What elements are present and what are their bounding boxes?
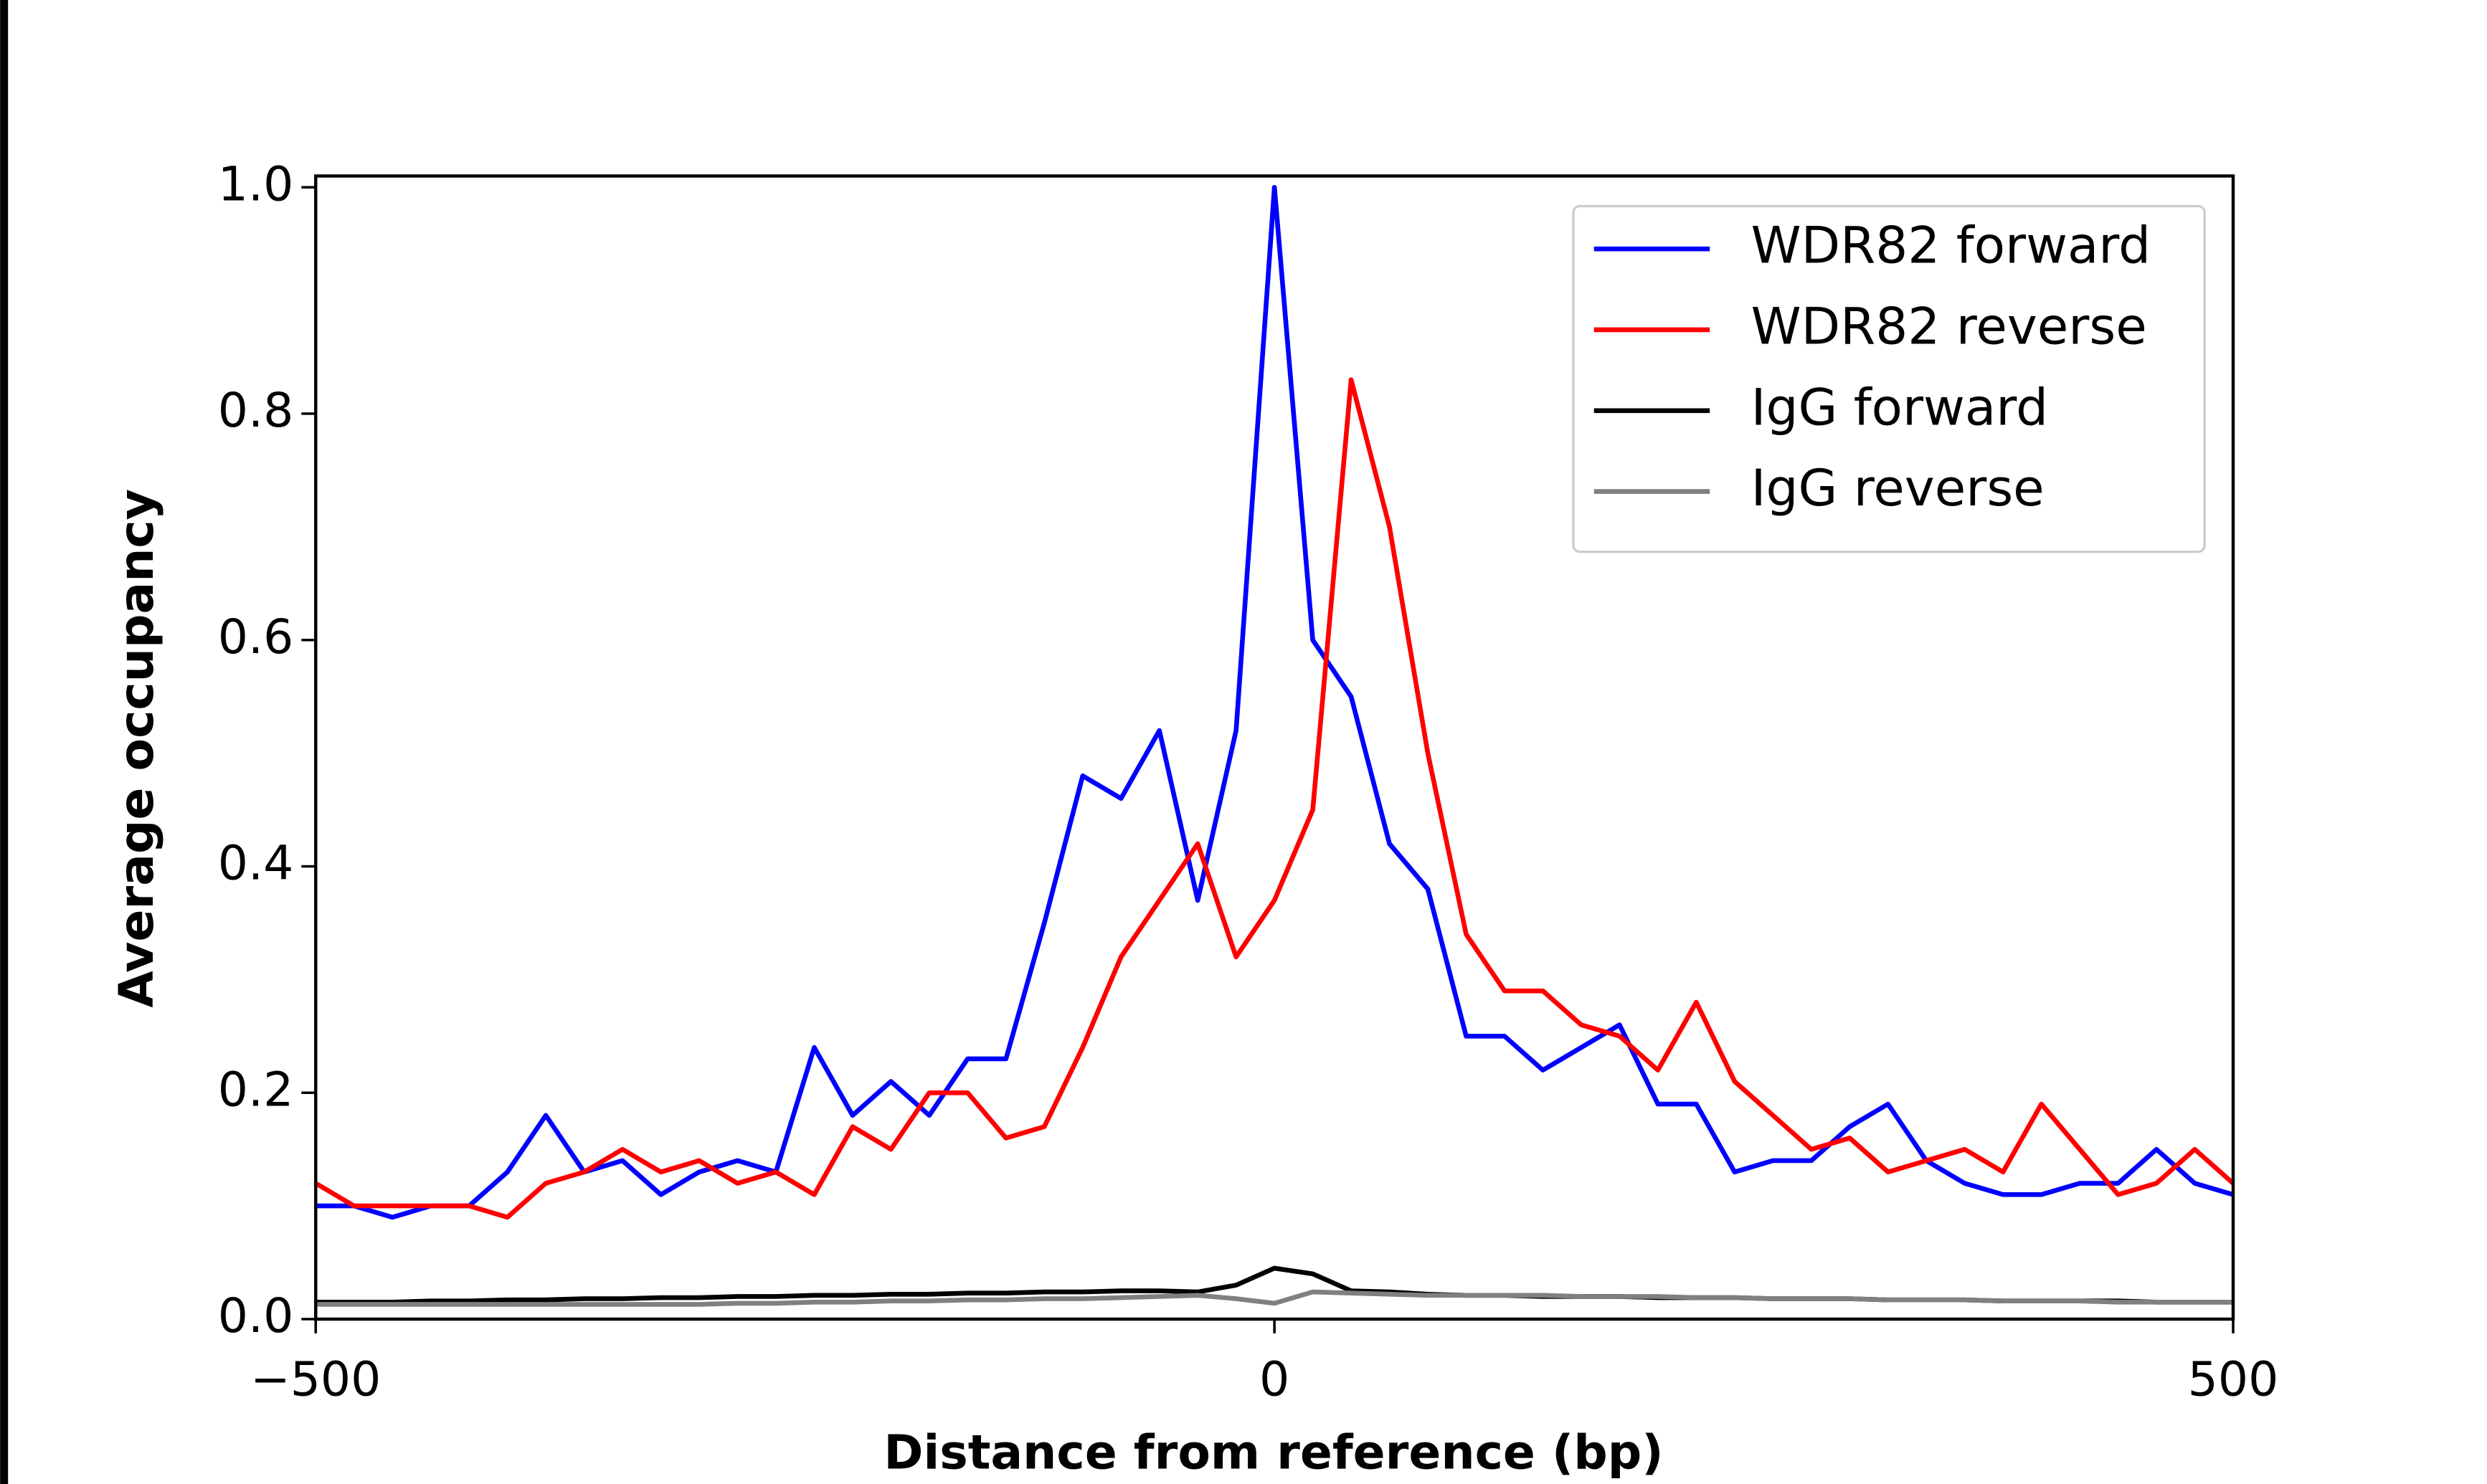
plot-frame xyxy=(314,174,2235,1321)
legend: WDR82 forward WDR82 reverse IgG forward IgG… xyxy=(1572,204,2206,553)
y-tick-label: 0.6 xyxy=(218,609,293,665)
legend-label: IgG reverse xyxy=(1751,458,2045,518)
series-line xyxy=(314,377,2235,1220)
y-tick-label: 1.0 xyxy=(218,156,293,211)
legend-label: WDR82 reverse xyxy=(1751,297,2147,356)
legend-label: IgG forward xyxy=(1751,377,2048,437)
y-tick-label: 0.0 xyxy=(218,1288,293,1343)
legend-label: WDR82 forward xyxy=(1751,216,2151,275)
x-axis-label: Distance from reference (bp) xyxy=(884,1424,1663,1480)
y-tick-label: 0.2 xyxy=(218,1061,293,1117)
x-tick-label: 500 xyxy=(2188,1351,2279,1407)
y-tick-label: 0.8 xyxy=(218,382,293,438)
y-tick-label: 0.4 xyxy=(218,835,293,891)
y-axis-label: Average occupancy xyxy=(108,489,164,1008)
left-border xyxy=(0,0,9,1484)
x-tick-label: −500 xyxy=(250,1351,381,1407)
series-line xyxy=(316,1289,2234,1307)
series-line xyxy=(316,184,2234,1220)
legend-box xyxy=(1572,204,2206,553)
x-tick-label: 0 xyxy=(1259,1351,1289,1407)
